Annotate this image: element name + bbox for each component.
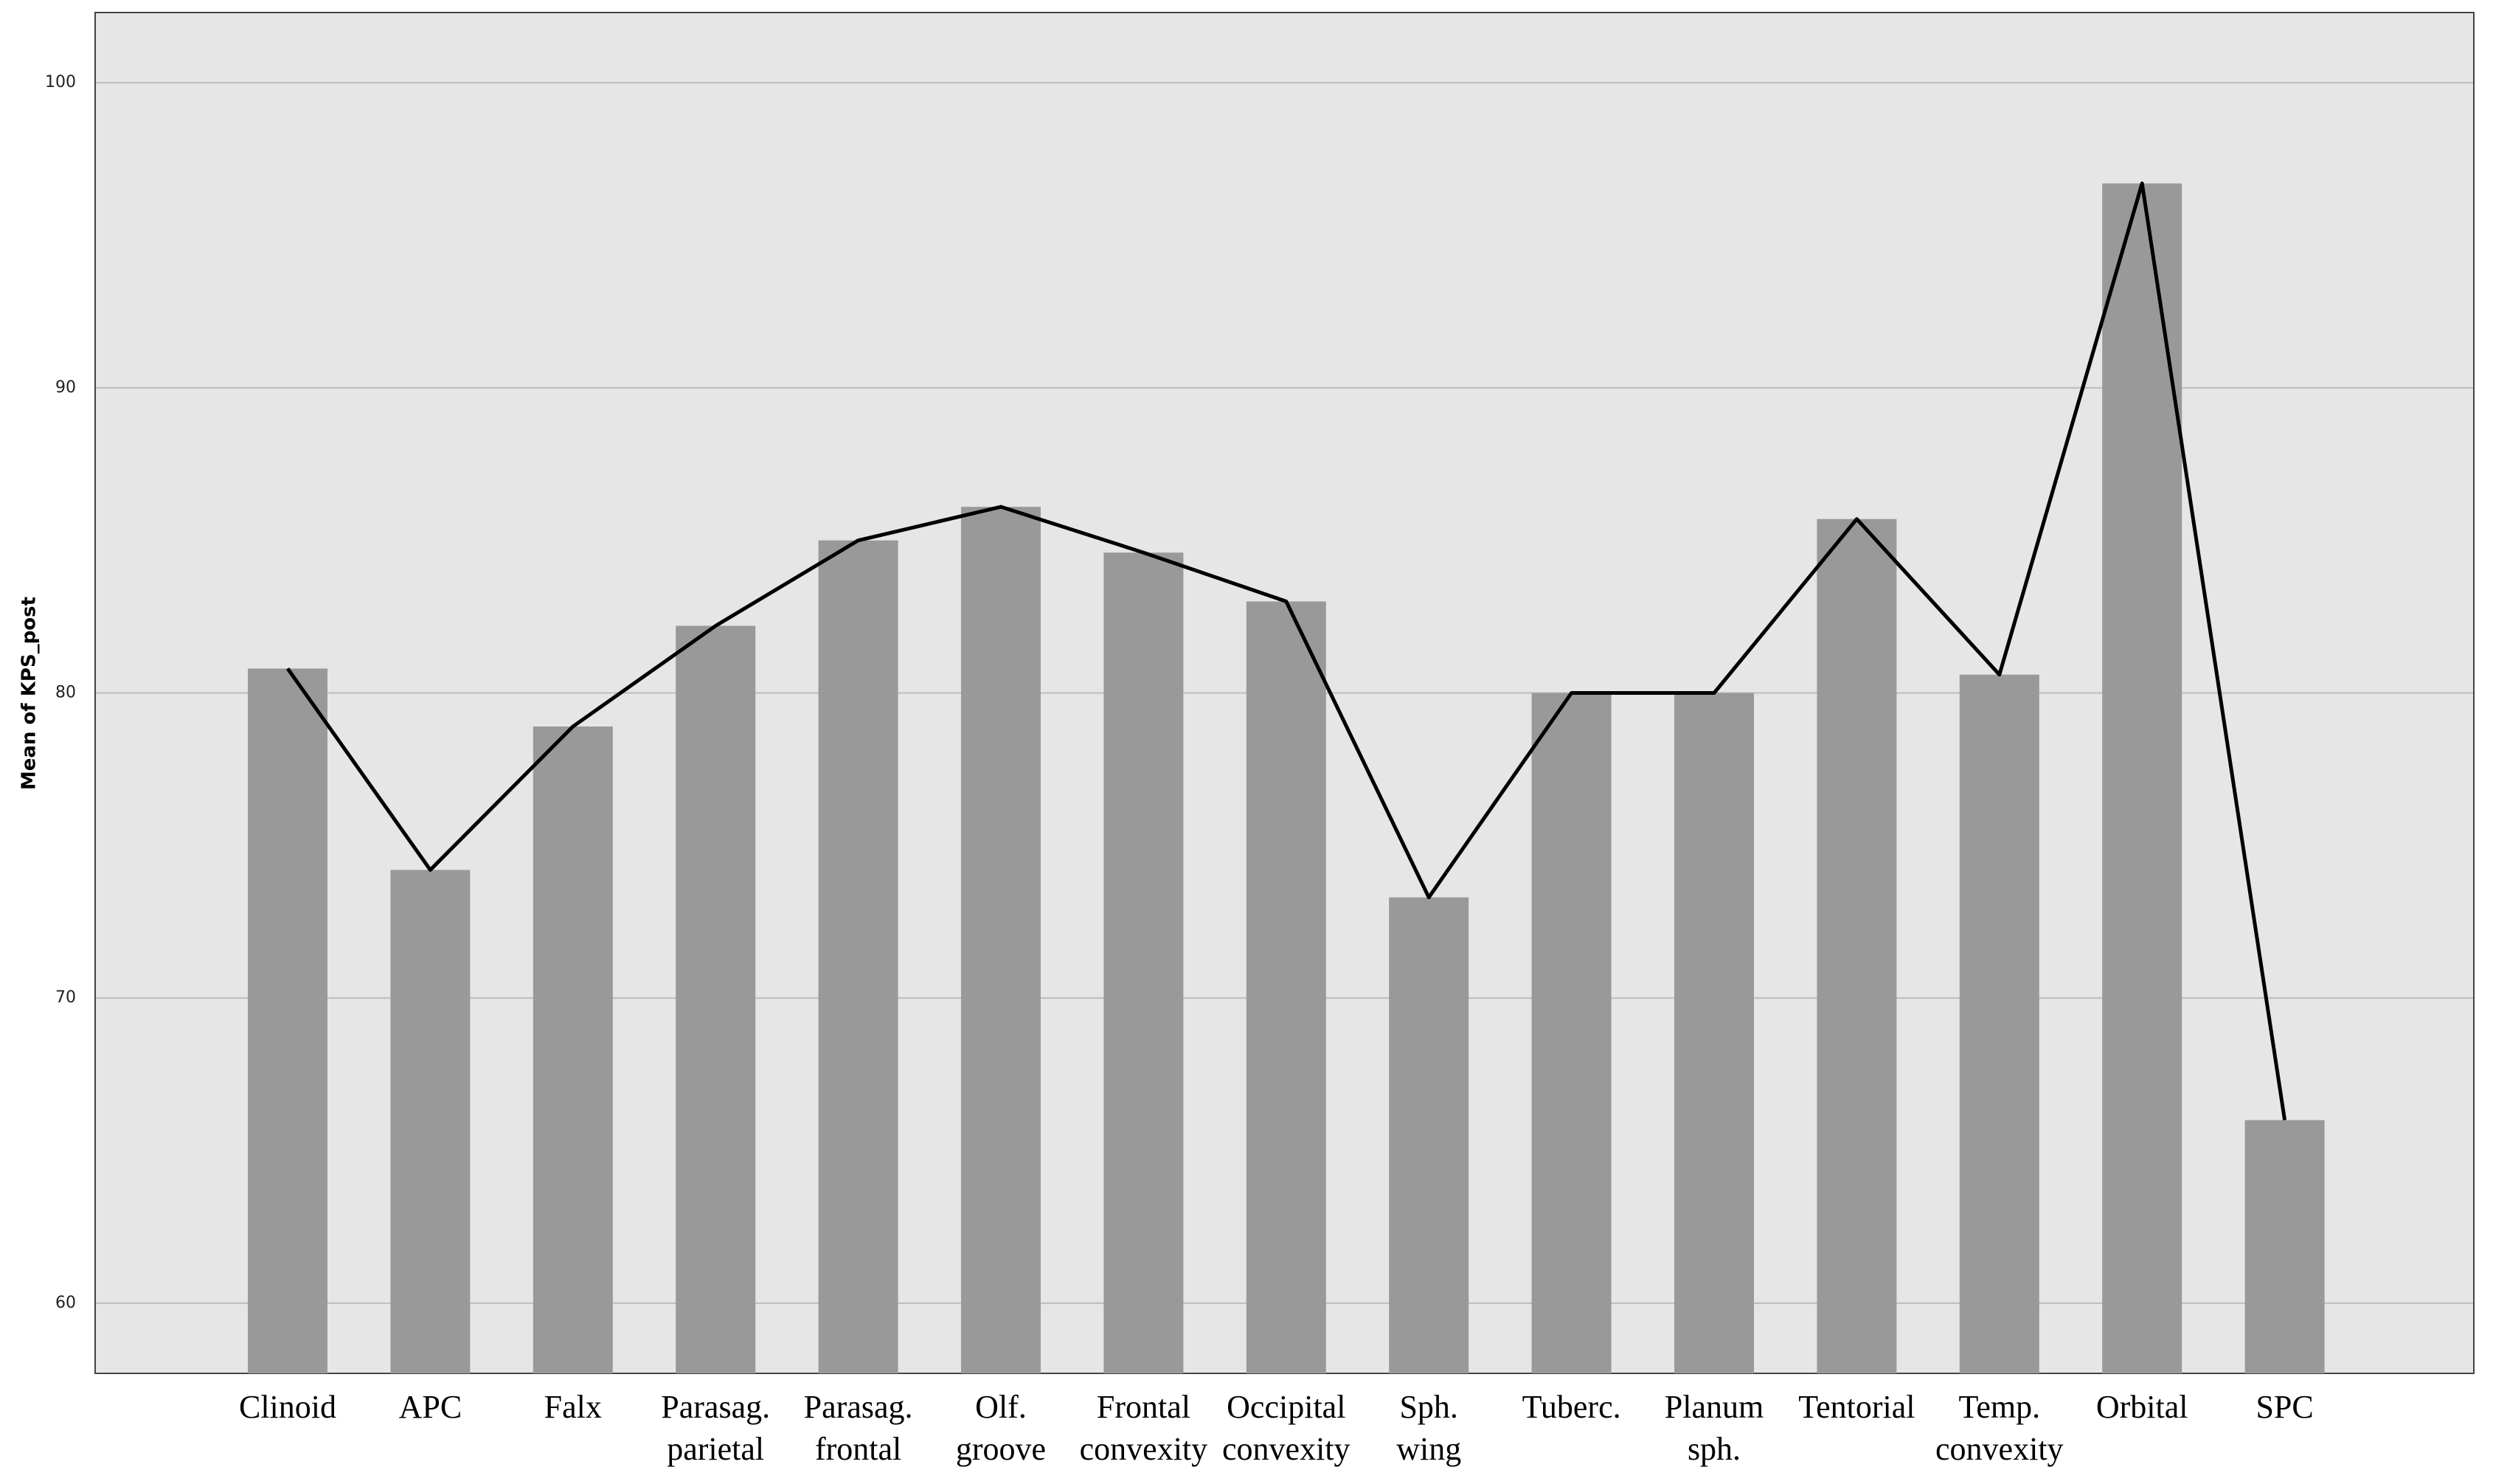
x-tick-label: convexity (1935, 1431, 2064, 1467)
x-tick-label: Tuberc. (1522, 1389, 1621, 1425)
x-tick-label: Sph. (1399, 1389, 1457, 1425)
bar (1389, 897, 1469, 1373)
bar (1531, 693, 1612, 1373)
x-tick-label: Temp. (1959, 1389, 2041, 1425)
y-tick-label: 100 (45, 73, 76, 91)
bar (1674, 693, 1754, 1373)
x-tick-label: Tentorial (1798, 1389, 1915, 1425)
x-tick-label: Planum (1665, 1389, 1764, 1425)
x-tick-label: parietal (667, 1431, 764, 1467)
x-tick-label: Parasag. (661, 1389, 770, 1425)
x-tick-label: Orbital (2096, 1389, 2188, 1425)
bar (1246, 601, 1326, 1373)
x-tick-label: Olf. (975, 1389, 1027, 1425)
bar (676, 625, 756, 1373)
bar (533, 727, 613, 1373)
bar (818, 540, 898, 1374)
bar (1959, 674, 2039, 1373)
x-tick-label: APC (399, 1389, 462, 1425)
x-tick-label: wing (1396, 1431, 1461, 1467)
x-tick-label: convexity (1080, 1431, 1208, 1467)
x-tick-label: Falx (544, 1389, 602, 1425)
bar (2244, 1120, 2325, 1373)
bar (2102, 183, 2182, 1374)
x-tick-label: Clinoid (239, 1389, 336, 1425)
x-tick-label: sph. (1688, 1431, 1741, 1467)
bar (1103, 552, 1184, 1373)
x-tick-label: frontal (815, 1431, 901, 1467)
y-tick-label: 80 (55, 684, 76, 702)
x-tick-label: groove (956, 1431, 1046, 1467)
x-tick-label: convexity (1222, 1431, 1350, 1467)
y-tick-label: 70 (55, 988, 76, 1007)
x-tick-label: Frontal (1097, 1389, 1190, 1425)
x-tick-label: Parasag. (804, 1389, 913, 1425)
y-axis-label: Mean of KPS_post (18, 597, 41, 790)
bar (390, 870, 471, 1373)
y-tick-label: 90 (55, 378, 76, 397)
y-tick-label: 60 (55, 1294, 76, 1312)
x-tick-label: SPC (2256, 1389, 2313, 1425)
bar (248, 668, 327, 1373)
bar (961, 507, 1041, 1373)
bar (1817, 519, 1897, 1373)
line (285, 181, 2287, 1121)
x-tick-label: Occipital (1227, 1389, 1345, 1425)
